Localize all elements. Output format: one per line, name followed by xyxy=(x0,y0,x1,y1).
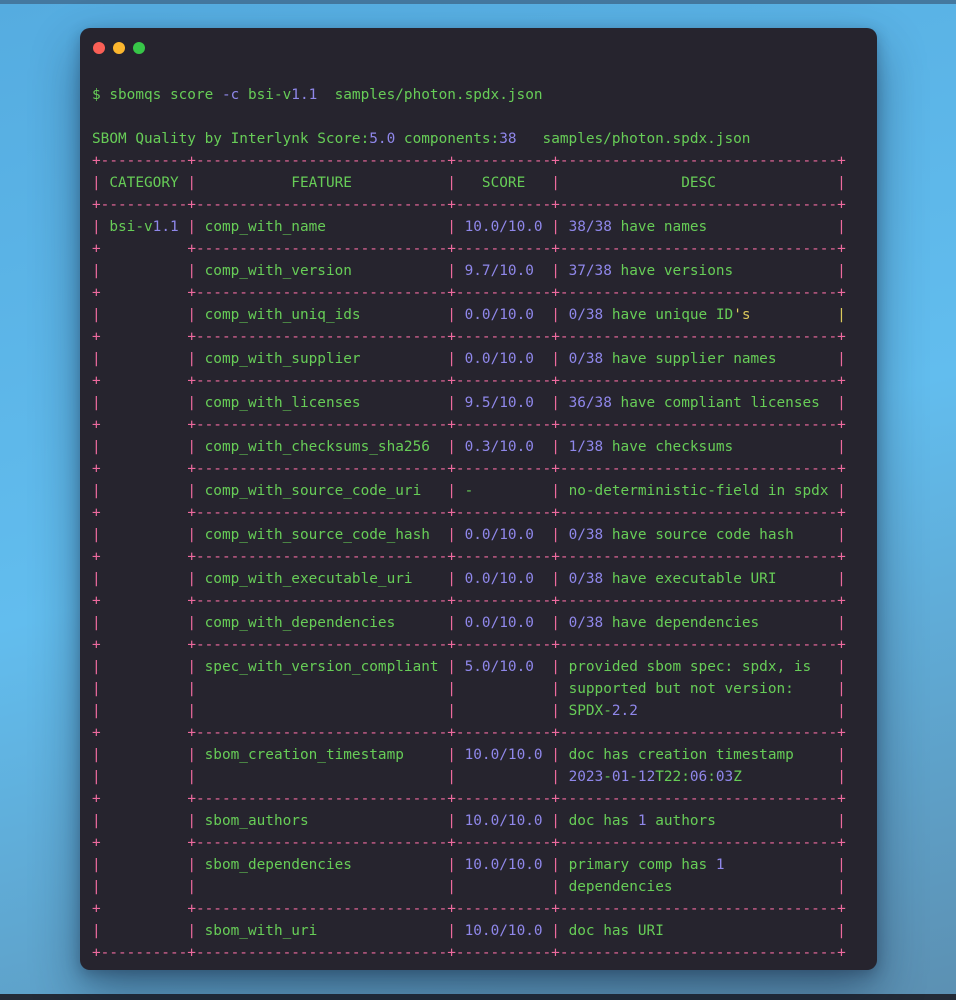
terminal-output: $ sbomqs score -c bsi-v1.1 samples/photo… xyxy=(80,56,877,964)
terminal-line: | | | | 2023-01-12T22:06:03Z | xyxy=(92,769,846,785)
terminal-line: | | sbom_creation_timestamp | 10.0/10.0 … xyxy=(92,747,846,763)
terminal-line: | bsi-v1.1 | comp_with_name | 10.0/10.0 … xyxy=(92,219,846,235)
terminal-line: + +-----------------------------+-------… xyxy=(92,285,846,301)
terminal-line: | | comp_with_licenses | 9.5/10.0 | 36/3… xyxy=(92,395,846,411)
terminal-line: +----------+----------------------------… xyxy=(92,197,846,213)
terminal-line: | | comp_with_source_code_uri | - | no-d… xyxy=(92,483,846,499)
terminal-line: +----------+----------------------------… xyxy=(92,153,846,169)
terminal-line: + +-----------------------------+-------… xyxy=(92,725,846,741)
close-button[interactable] xyxy=(93,42,105,54)
minimize-button[interactable] xyxy=(113,42,125,54)
terminal-line: | | comp_with_supplier | 0.0/10.0 | 0/38… xyxy=(92,351,846,367)
terminal-line: | | comp_with_executable_uri | 0.0/10.0 … xyxy=(92,571,846,587)
desktop-bottom-strip xyxy=(0,994,956,1000)
terminal-line: | | sbom_authors | 10.0/10.0 | doc has 1… xyxy=(92,813,846,829)
terminal-line: | | | | dependencies | xyxy=(92,879,846,895)
terminal-line: + +-----------------------------+-------… xyxy=(92,593,846,609)
terminal-line: + +-----------------------------+-------… xyxy=(92,549,846,565)
terminal-line: + +-----------------------------+-------… xyxy=(92,835,846,851)
terminal-line: | | comp_with_dependencies | 0.0/10.0 | … xyxy=(92,615,846,631)
terminal-line: + +-----------------------------+-------… xyxy=(92,241,846,257)
terminal-line: + +-----------------------------+-------… xyxy=(92,329,846,345)
terminal-line xyxy=(92,62,865,84)
terminal-line: | | | | supported but not version: | xyxy=(92,681,846,697)
traffic-lights xyxy=(93,42,145,54)
terminal-line: + +-----------------------------+-------… xyxy=(92,505,846,521)
terminal-line: | | | | SPDX-2.2 | xyxy=(92,703,846,719)
terminal-line: | | comp_with_uniq_ids | 0.0/10.0 | 0/38… xyxy=(92,307,846,323)
terminal-line: | | comp_with_version | 9.7/10.0 | 37/38… xyxy=(92,263,846,279)
terminal-line: + +-----------------------------+-------… xyxy=(92,461,846,477)
desktop-top-strip xyxy=(0,0,956,4)
terminal-line: + +-----------------------------+-------… xyxy=(92,901,846,917)
terminal-line: $ sbomqs score -c bsi-v1.1 samples/photo… xyxy=(92,87,543,103)
terminal-line: + +-----------------------------+-------… xyxy=(92,791,846,807)
titlebar[interactable] xyxy=(80,28,877,56)
terminal-line: +----------+----------------------------… xyxy=(92,945,846,961)
terminal-line xyxy=(92,106,865,128)
terminal-line: + +-----------------------------+-------… xyxy=(92,637,846,653)
terminal-line: | | sbom_with_uri | 10.0/10.0 | doc has … xyxy=(92,923,846,939)
terminal-line: | | comp_with_source_code_hash | 0.0/10.… xyxy=(92,527,846,543)
terminal-line: SBOM Quality by Interlynk Score:5.0 comp… xyxy=(92,131,751,147)
terminal-line: | CATEGORY | FEATURE | SCORE | DESC | xyxy=(92,175,846,191)
terminal-line: + +-----------------------------+-------… xyxy=(92,373,846,389)
terminal-window: $ sbomqs score -c bsi-v1.1 samples/photo… xyxy=(80,28,877,970)
terminal-line: | | sbom_dependencies | 10.0/10.0 | prim… xyxy=(92,857,846,873)
terminal-line: | | spec_with_version_compliant | 5.0/10… xyxy=(92,659,846,675)
terminal-line: + +-----------------------------+-------… xyxy=(92,417,846,433)
terminal-line: | | comp_with_checksums_sha256 | 0.3/10.… xyxy=(92,439,846,455)
zoom-button[interactable] xyxy=(133,42,145,54)
